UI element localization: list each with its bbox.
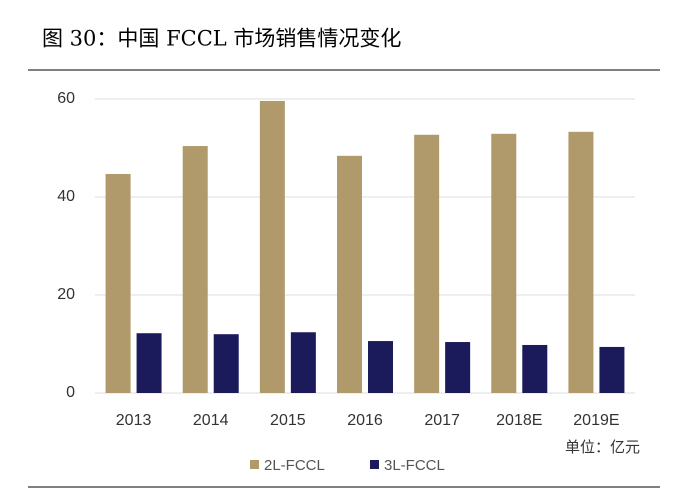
bar bbox=[213, 334, 239, 393]
bar bbox=[445, 342, 471, 393]
legend-label: 2L-FCCL bbox=[264, 457, 325, 474]
bar bbox=[290, 332, 316, 393]
bar bbox=[414, 134, 440, 393]
y-tick-label: 20 bbox=[57, 286, 75, 303]
bar bbox=[182, 146, 208, 393]
x-tick-label: 2018E bbox=[496, 412, 542, 429]
legend-swatch bbox=[370, 460, 379, 469]
bar bbox=[259, 100, 285, 394]
x-tick-label: 2019E bbox=[573, 412, 619, 429]
bar bbox=[337, 155, 362, 393]
x-tick-label: 2017 bbox=[424, 412, 460, 429]
x-tick-label: 2016 bbox=[347, 412, 383, 429]
y-tick-label: 0 bbox=[66, 384, 75, 401]
bar bbox=[568, 131, 594, 393]
unit-note: 单位：亿元 bbox=[565, 439, 640, 456]
bar bbox=[522, 344, 548, 393]
x-tick-label: 2013 bbox=[116, 412, 152, 429]
bar bbox=[136, 333, 162, 393]
legend-label: 3L-FCCL bbox=[384, 457, 445, 474]
y-tick-label: 60 bbox=[57, 90, 75, 107]
x-tick-label: 2015 bbox=[270, 412, 306, 429]
legend-swatch bbox=[250, 460, 259, 469]
bar bbox=[491, 133, 517, 394]
bar bbox=[368, 341, 393, 393]
bar bbox=[105, 173, 131, 393]
y-tick-label: 40 bbox=[57, 188, 75, 205]
chart-title: 图 30：中国 FCCL 市场销售情况变化 bbox=[42, 27, 401, 51]
x-tick-label: 2014 bbox=[193, 412, 229, 429]
bar bbox=[599, 346, 625, 393]
